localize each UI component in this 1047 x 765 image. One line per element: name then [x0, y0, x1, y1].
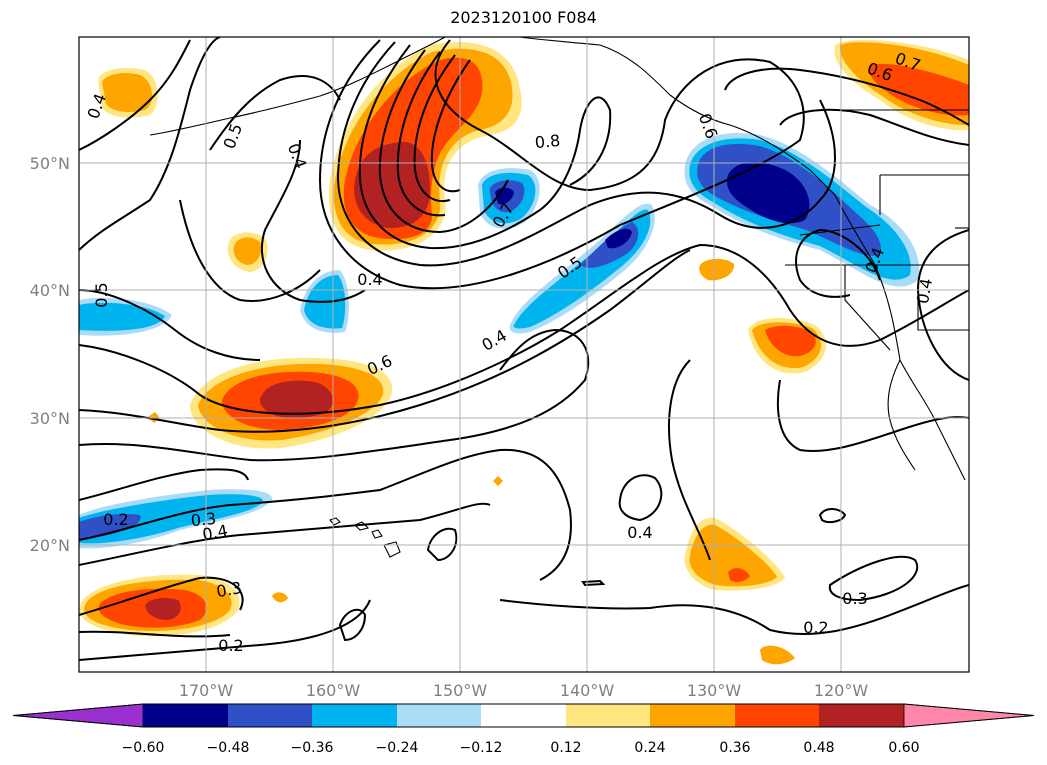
colorbar-extend-low: [12, 703, 144, 728]
colorbar-extend-high: [903, 703, 1035, 728]
contour-label: 0.5: [92, 282, 111, 307]
chart-title: 2023120100 F084: [450, 8, 597, 27]
colorbar-tick-label: 0.36: [719, 740, 750, 756]
colorbar-segment: [735, 704, 819, 727]
contour-label: 0.2: [218, 636, 243, 655]
contour-label: 0.8: [534, 131, 561, 152]
contour-label: 0.2: [803, 618, 828, 637]
lat-label: 30°N: [30, 409, 70, 428]
gridlines: [79, 37, 969, 672]
colorbar-segment: [312, 704, 397, 727]
colorbar-segment: [819, 704, 904, 727]
colorbar-segment: [228, 704, 312, 727]
colorbar-tick-label: −0.36: [291, 740, 334, 756]
lon-label: 130°W: [687, 681, 742, 700]
contour-label: 0.3: [842, 589, 867, 608]
contour-label: 0.4: [627, 523, 652, 542]
lat-label: 40°N: [30, 281, 70, 300]
lon-label: 140°W: [560, 681, 615, 700]
colorbar-tick-label: −0.60: [122, 740, 165, 756]
lon-label: 120°W: [814, 681, 869, 700]
colorbar-tick-label: 0.48: [803, 740, 834, 756]
colorbar-tick-label: −0.12: [460, 740, 503, 756]
colorbar-tick-label: −0.48: [207, 740, 250, 756]
colorbar-tick-label: 0.12: [550, 740, 581, 756]
colorbar-segment: [650, 704, 735, 727]
colorbar: [12, 703, 1035, 728]
lat-label: 20°N: [30, 536, 70, 555]
lon-label: 170°W: [179, 681, 234, 700]
contour-label: 0.3: [215, 578, 243, 601]
colorbar-tick-labels: −0.60 −0.48 −0.36 −0.24 −0.12 0.12 0.24 …: [122, 740, 920, 756]
contour-lines: [79, 37, 969, 661]
latitude-labels: 50°N 40°N 30°N 20°N: [30, 154, 70, 555]
contour-label: 0.2: [103, 510, 128, 529]
coastlines: [149, 37, 969, 481]
colorbar-segment: [143, 704, 228, 727]
colorbar-tick-label: 0.24: [634, 740, 665, 756]
hawaii-islands: [329, 517, 401, 558]
map-frame: [78, 36, 970, 673]
contour-label: 0.4: [201, 521, 229, 544]
lat-label: 50°N: [30, 154, 70, 173]
colorbar-segment: [481, 704, 566, 727]
colorbar-segment: [397, 704, 481, 727]
colorbar-tick-label: 0.60: [888, 740, 919, 756]
contour-label: 0.4: [357, 270, 382, 289]
colorbar-segment: [566, 704, 650, 727]
colorbar-tick-label: −0.24: [376, 740, 419, 756]
colorbar-outline: [12, 703, 1035, 728]
lon-label: 160°W: [306, 681, 361, 700]
longitude-labels: 170°W 160°W 150°W 140°W 130°W 120°W: [179, 681, 869, 700]
lon-label: 150°W: [433, 681, 488, 700]
shaded-positive-anomalies: [79, 40, 969, 665]
contour-label: 0.3: [190, 509, 217, 530]
contour-label: 0.4: [913, 277, 936, 305]
shaded-negative-anomalies: [79, 133, 920, 549]
